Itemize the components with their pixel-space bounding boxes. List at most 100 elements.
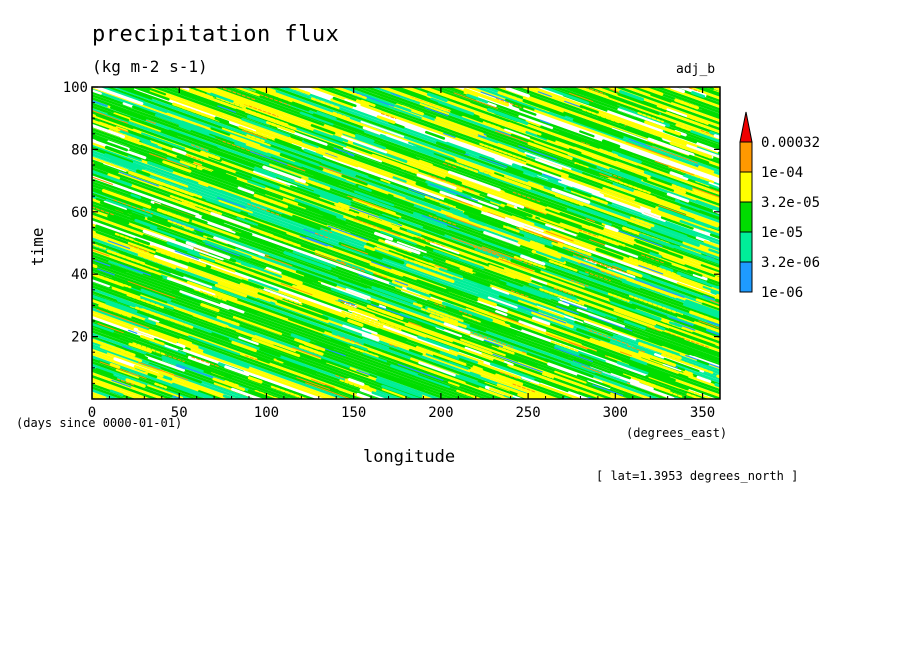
- field-band: [504, 87, 720, 165]
- field-streak: [641, 254, 665, 264]
- field-streak: [294, 179, 309, 187]
- field-streak: [700, 130, 720, 138]
- field-streak: [193, 247, 224, 261]
- field-streak: [101, 328, 120, 338]
- field-streak: [534, 158, 563, 170]
- field-streak: [161, 308, 175, 315]
- field-streak: [133, 309, 174, 326]
- field-band: [92, 192, 670, 399]
- field-streak: [353, 261, 394, 278]
- field-streak: [184, 380, 208, 392]
- field-streak: [141, 140, 163, 150]
- field-streak: [205, 197, 241, 213]
- field-streak: [541, 372, 555, 379]
- field-streak: [108, 128, 140, 142]
- field-streak: [92, 176, 113, 185]
- field-streak: [251, 337, 301, 358]
- field-streak: [245, 143, 295, 163]
- y-tick-label: 80: [71, 142, 88, 158]
- field-streak: [147, 373, 158, 379]
- field-streak: [202, 99, 218, 107]
- field-streak: [556, 305, 579, 315]
- field-streak: [92, 211, 132, 228]
- field-streak: [191, 220, 240, 239]
- field-streak: [554, 344, 580, 356]
- field-streak: [98, 382, 120, 392]
- field-band: [92, 175, 717, 399]
- field-streak: [193, 288, 227, 302]
- field-streak: [522, 228, 564, 244]
- field-streak: [295, 269, 337, 287]
- field-streak: [330, 98, 353, 109]
- field-streak: [408, 141, 455, 160]
- field-streak: [731, 295, 744, 300]
- field-streak: [487, 193, 525, 209]
- field-streak: [710, 188, 720, 193]
- field-streak: [679, 199, 720, 216]
- field-streak: [348, 309, 378, 322]
- field-streak: [706, 195, 720, 203]
- field-streak: [110, 105, 147, 121]
- field-streak: [483, 339, 504, 348]
- field-streak: [445, 141, 495, 162]
- field-streak: [216, 315, 240, 327]
- field-streak: [198, 181, 209, 187]
- field-streak: [464, 329, 514, 348]
- field-streak: [114, 232, 167, 253]
- field-streak: [603, 342, 631, 354]
- field-streak: [644, 382, 683, 398]
- field-streak: [499, 258, 534, 272]
- field-streak: [685, 299, 720, 314]
- field-streak: [638, 351, 677, 367]
- field-streak: [92, 125, 94, 129]
- field-streak: [545, 230, 574, 242]
- field-streak: [525, 118, 542, 127]
- field-streak: [241, 117, 291, 138]
- field-streak: [176, 155, 194, 164]
- field-streak: [663, 357, 700, 372]
- field-streak: [292, 214, 332, 231]
- field-streak: [175, 365, 186, 370]
- field-streak: [638, 264, 664, 275]
- field-streak: [619, 351, 632, 357]
- y-axis: 20 40 60 80 100: [63, 80, 720, 384]
- field-streak: [428, 214, 457, 226]
- field-streak: [95, 138, 129, 152]
- field-streak: [366, 242, 377, 248]
- field-streak: [332, 96, 357, 108]
- field-streak: [599, 124, 654, 146]
- field-streak: [92, 206, 116, 216]
- field-streak: [244, 217, 287, 235]
- field-streak: [322, 215, 347, 226]
- field-streak: [628, 138, 651, 148]
- field-streak: [596, 263, 608, 270]
- field-streak: [477, 297, 497, 307]
- field-streak: [103, 200, 127, 211]
- field-streak: [517, 241, 562, 259]
- field-streak: [380, 230, 417, 246]
- field-streak: [435, 141, 466, 155]
- field-streak: [107, 140, 130, 151]
- field-streak: [238, 336, 259, 346]
- y-tick-label: 100: [63, 80, 88, 96]
- field-streak: [406, 287, 431, 298]
- x-tick-label: 50: [171, 405, 188, 421]
- field-streak: [149, 340, 187, 355]
- field-band: [252, 87, 720, 254]
- field-streak: [609, 167, 642, 181]
- field-streak: [523, 234, 554, 247]
- field-streak: [687, 269, 703, 277]
- field-streak: [623, 320, 646, 330]
- field-streak: [133, 365, 164, 378]
- field-streak: [92, 249, 110, 257]
- field-streak: [599, 174, 651, 194]
- field-streak: [464, 161, 495, 174]
- field-streak: [395, 104, 412, 112]
- field-streak: [698, 165, 715, 174]
- field-streak: [445, 195, 473, 207]
- field-streak: [588, 329, 629, 345]
- field-streak: [111, 379, 132, 388]
- field-streak: [106, 249, 160, 271]
- field-streak: [235, 329, 275, 345]
- field-band: [260, 87, 720, 252]
